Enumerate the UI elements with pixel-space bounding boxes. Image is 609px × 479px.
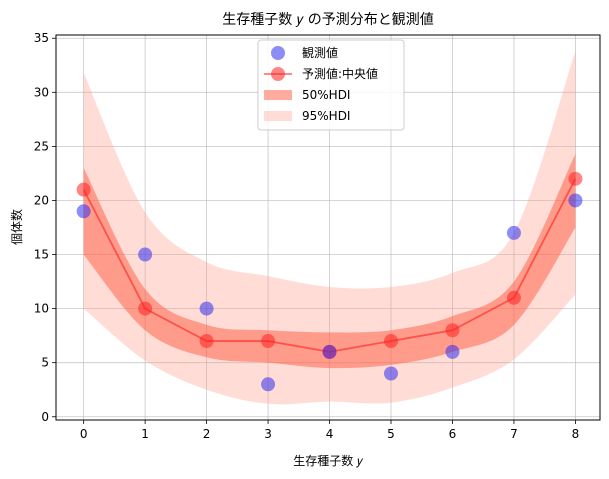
median-point: [199, 334, 214, 349]
observed-point: [384, 366, 399, 381]
x-axis-title: 生存種子数 𝑦: [293, 453, 364, 468]
median-point: [568, 171, 583, 186]
y-tick-label: 0: [41, 410, 49, 424]
observed-point: [199, 301, 214, 316]
median-point: [261, 334, 276, 349]
x-tick-label: 7: [510, 427, 518, 441]
x-tick-label: 2: [203, 427, 211, 441]
x-tick-label: 4: [326, 427, 334, 441]
data-markers: [76, 171, 583, 392]
legend-label: 観測値: [302, 45, 338, 60]
legend-hdi-50-swatch: [264, 90, 292, 100]
observed-point: [322, 344, 337, 359]
y-tick-label: 20: [34, 193, 49, 207]
legend-label: 95%HDI: [302, 109, 350, 123]
median-point: [76, 182, 91, 197]
y-tick-label: 15: [34, 248, 49, 262]
legend-box: [257, 39, 405, 131]
observed-point: [445, 344, 460, 359]
legend-label: 予測値:中央値: [302, 66, 378, 81]
legend-median-marker: [271, 67, 285, 81]
x-tick-label: 8: [572, 427, 580, 441]
observed-point: [138, 247, 153, 262]
median-point: [445, 323, 460, 338]
observed-point: [506, 225, 521, 240]
legend-label: 50%HDI: [302, 88, 350, 102]
y-tick-label: 5: [41, 356, 49, 370]
axis-ticks: 0 1 2 3 4 5 6 7 8 0 5 10 15 20 25 30 35: [34, 31, 580, 441]
x-tick-label: 3: [264, 427, 272, 441]
observed-point: [261, 377, 276, 392]
median-point: [384, 334, 399, 349]
legend-observed-marker: [271, 46, 285, 60]
x-tick-label: 6: [449, 427, 457, 441]
x-tick-label: 5: [387, 427, 395, 441]
hdi-bands: [83, 51, 576, 405]
plot-frame: [55, 34, 601, 421]
legend-hdi-95-swatch: [264, 111, 292, 121]
observed-point: [76, 204, 91, 219]
x-tick-label: 1: [141, 427, 149, 441]
chart-title: 生存種子数 𝑦 の予測分布と観測値: [222, 11, 433, 28]
y-tick-label: 25: [34, 139, 49, 153]
x-tick-label: 0: [80, 427, 88, 441]
observed-point: [568, 193, 583, 208]
y-tick-label: 35: [34, 31, 49, 45]
y-tick-label: 10: [34, 302, 49, 316]
median-point: [506, 290, 521, 305]
hdi-95-band: [83, 51, 576, 405]
y-axis-title: 個体数: [9, 209, 24, 245]
y-tick-label: 30: [34, 85, 49, 99]
median-point: [138, 301, 153, 316]
